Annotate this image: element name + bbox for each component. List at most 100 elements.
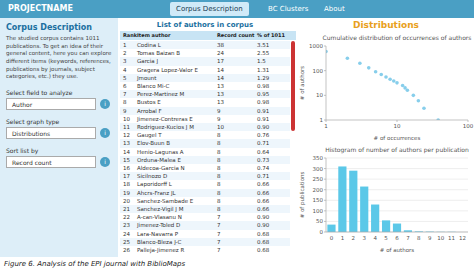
column-header: Rank bbox=[123, 31, 137, 40]
y-axis-label: # of authors bbox=[299, 66, 305, 101]
point bbox=[374, 70, 378, 74]
x-tick-label: 3 bbox=[362, 235, 366, 241]
table-cell: Gaugel T bbox=[137, 131, 162, 139]
table-cell: 0.91 bbox=[257, 107, 269, 115]
table-row: 11Rodriguez-Kucios J M100.90 bbox=[120, 123, 290, 131]
table-cell: 12 bbox=[123, 131, 130, 139]
table-row: 19Ahcrs-Franz JL80.66 bbox=[120, 189, 290, 197]
table-cell: 13 bbox=[217, 98, 224, 106]
table-header: RankItem authorRecord count% of 1011 bbox=[120, 31, 296, 40]
table-cell: 17 bbox=[217, 57, 224, 65]
nav-item[interactable]: BC Clusters bbox=[262, 2, 314, 16]
chart: Histogram of number of authors per publi… bbox=[298, 144, 474, 256]
table-row: 14Henio-Lagunas A80.64 bbox=[120, 148, 290, 156]
table-cell: 24 bbox=[217, 49, 224, 57]
table-cell: Laporidorff L bbox=[137, 180, 172, 188]
table-cell: Ahcrs-Franz JL bbox=[137, 189, 176, 197]
field-value[interactable]: Record count bbox=[6, 156, 96, 168]
table-cell: 9 bbox=[217, 107, 221, 115]
nav-item[interactable]: Corpus Description bbox=[170, 2, 249, 16]
table-cell: 4 bbox=[123, 66, 127, 74]
table-cell: 13 bbox=[217, 82, 224, 90]
y-tick-label: 10 bbox=[316, 92, 323, 98]
left-panel: Corpus Description The studied corpus con… bbox=[0, 18, 118, 257]
grid-line bbox=[326, 210, 468, 211]
table-cell: 7 bbox=[217, 213, 221, 221]
table-cell: 7 bbox=[217, 246, 221, 254]
table-cell: 8 bbox=[217, 131, 221, 139]
table-cell: Codina L bbox=[137, 41, 161, 49]
table-cell: 9 bbox=[217, 115, 221, 123]
x-tick-label: 5 bbox=[384, 235, 388, 241]
x-tick-label: 1 bbox=[324, 123, 328, 129]
point bbox=[412, 94, 416, 98]
field-value[interactable]: Author bbox=[6, 98, 96, 110]
x-tick-label: 2 bbox=[352, 235, 356, 241]
table-cell: 0.68 bbox=[257, 246, 269, 254]
nav-item[interactable]: About bbox=[318, 2, 351, 16]
table-cell: Bustos E bbox=[137, 98, 161, 106]
table-cell: 2 bbox=[123, 49, 127, 57]
table-cell: 15 bbox=[123, 156, 130, 164]
table-cell: Arrobal F bbox=[137, 107, 162, 115]
x-tick-label: 4 bbox=[373, 235, 377, 241]
table-cell: 0.90 bbox=[257, 123, 269, 131]
y-tick-label: 50 bbox=[316, 218, 323, 224]
y-tick-label: 1 bbox=[320, 117, 324, 123]
table-cell: 3.51 bbox=[257, 41, 269, 49]
table-cell: 10 bbox=[123, 115, 130, 123]
y-axis-line bbox=[326, 46, 327, 120]
x-tick-label: 9 bbox=[428, 235, 432, 241]
y-tick-label: 300 bbox=[313, 166, 324, 172]
grid-line bbox=[326, 168, 468, 169]
table-cell: Blanco-Bleza J-C bbox=[137, 238, 181, 246]
plot-marks bbox=[326, 50, 440, 120]
table-cell: 0.98 bbox=[257, 82, 269, 90]
table-row: 6Blanco Mi-C130.98 bbox=[120, 82, 290, 90]
x-tick-label: 7 bbox=[406, 235, 410, 241]
table-cell: 8 bbox=[217, 139, 221, 147]
table-row: 24Lara-Navarra P70.68 bbox=[120, 230, 290, 238]
table-cell: Sanchez-Vigil J M bbox=[137, 205, 183, 213]
table-cell: 18 bbox=[123, 180, 130, 188]
info-button[interactable]: i bbox=[100, 157, 110, 167]
table-cell: 1.31 bbox=[257, 66, 269, 74]
info-button[interactable]: i bbox=[100, 128, 110, 138]
plot-marks bbox=[327, 166, 455, 232]
right-panel: DistributionsCumulative distribution of … bbox=[298, 18, 474, 257]
table-row: 2Tomas Baizan B242.55 bbox=[120, 49, 290, 57]
point bbox=[417, 99, 421, 103]
x-axis-line bbox=[326, 120, 468, 121]
table-cell: 0.91 bbox=[257, 115, 269, 123]
table-cell: 7 bbox=[217, 238, 221, 246]
table-cell: 0.90 bbox=[257, 213, 269, 221]
table-cell: 0.68 bbox=[257, 230, 269, 238]
table-cell: Elov-Buun B bbox=[137, 139, 170, 147]
panel-text: The studied corpus contains 1011 publica… bbox=[6, 35, 112, 81]
scrollbar[interactable] bbox=[291, 41, 295, 131]
y-tick-label: 350 bbox=[313, 155, 324, 161]
table-cell: 7 bbox=[123, 90, 127, 98]
field-row: Distributions i bbox=[6, 127, 112, 139]
point bbox=[406, 88, 410, 92]
table-cell: 0.74 bbox=[257, 164, 269, 172]
point bbox=[346, 56, 350, 60]
table-cell: 8 bbox=[217, 156, 221, 164]
y-tick-label: 200 bbox=[313, 187, 324, 193]
table-cell: Lara-Navarra P bbox=[137, 230, 178, 238]
point bbox=[392, 79, 396, 83]
field-value[interactable]: Distributions bbox=[6, 127, 96, 139]
bar bbox=[338, 166, 346, 232]
table-cell: Jmount bbox=[137, 74, 156, 82]
panel-title: Corpus Description bbox=[6, 23, 112, 32]
table-cell: 20 bbox=[123, 197, 130, 205]
section-title: Distributions bbox=[298, 18, 474, 32]
info-button[interactable]: i bbox=[100, 99, 110, 109]
table-cell: 13 bbox=[123, 139, 130, 147]
grid-line bbox=[326, 189, 468, 190]
point bbox=[358, 61, 362, 65]
table-row: 8Bustos E130.98 bbox=[120, 98, 290, 106]
table-cell: 0.76 bbox=[257, 131, 269, 139]
table-cell: 7 bbox=[217, 230, 221, 238]
table-row: 23Jimenez-Toled D70.90 bbox=[120, 221, 290, 229]
